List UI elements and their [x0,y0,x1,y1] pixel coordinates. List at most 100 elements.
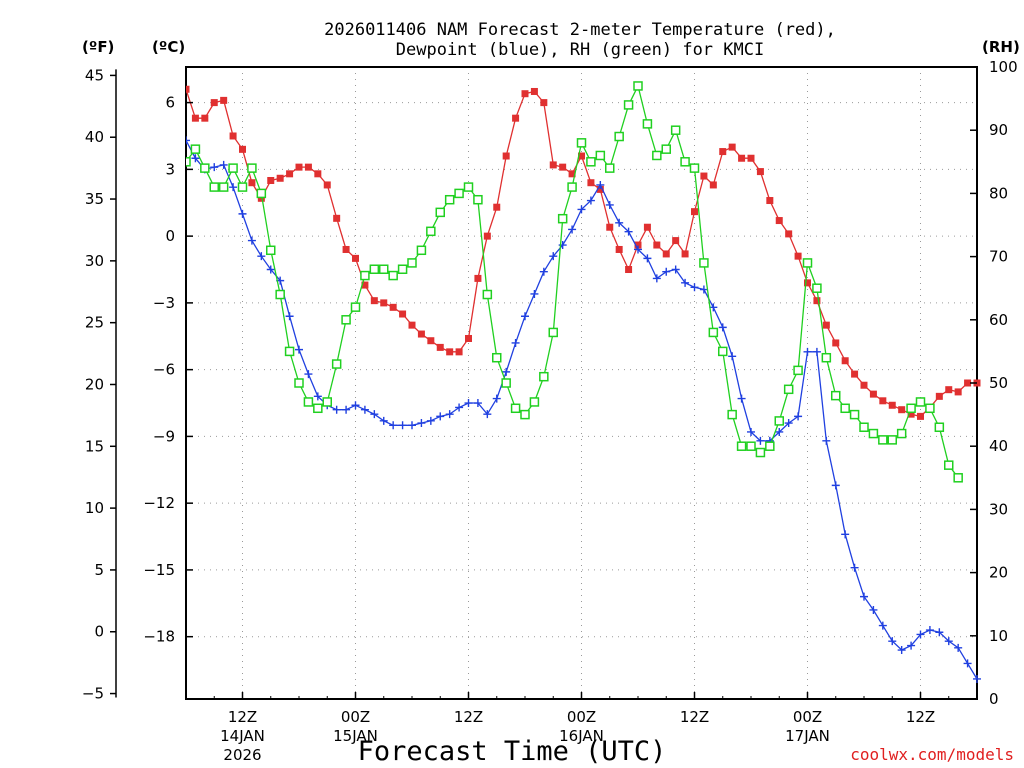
rh-point [567,182,577,192]
dewpoint-point [747,427,755,436]
dewpoint-point [681,278,690,287]
dewpoint-point [238,209,247,218]
dewpoint-point [954,643,963,652]
dewpoint-point [803,347,812,356]
rh-point [802,258,813,268]
temperature-point [860,381,868,389]
temperature-point [521,90,529,98]
temperature-point [248,179,256,187]
time-tick-label: 12Z [680,708,709,726]
dewpoint-point [897,646,906,655]
rh-point [482,289,493,300]
rh-point [360,270,370,281]
grid-lines [186,67,977,699]
rh-point [294,378,304,388]
dewpoint-point [860,592,868,601]
dewpoint-point [568,225,577,234]
temperature-point [267,176,275,184]
time-tick-label: 12Z [454,708,483,726]
dewpoint-point [210,163,219,172]
title-line-2: Dewpoint (blue), RH (green) for KMCI [396,40,764,60]
celsius-tick-label: −6 [153,361,175,379]
temperature-point [917,412,924,420]
rh-point [186,157,191,167]
dewpoint-point [586,196,595,205]
rh-point [557,213,568,224]
rh-point [313,403,323,414]
rh-tick-label: 0 [989,690,999,708]
rh-point [670,125,681,135]
temperature-point [662,250,670,258]
rh-point [840,403,850,414]
date-tick-label: 14JAN [220,727,265,745]
temperature-point [879,397,887,405]
dewpoint-point [699,285,708,294]
celsius-tick-label: −15 [143,561,175,579]
dewpoint-point [408,421,416,430]
plot-frame [185,66,978,700]
rh-tick-label: 60 [989,311,1008,329]
rh-point [605,163,615,173]
rh-point [925,403,935,414]
dewpoint-point [539,267,548,276]
rh-point [595,150,606,161]
temperature-point [775,217,783,225]
dewpoint-point [229,183,238,192]
rh-point [586,157,596,167]
rh-point [237,182,248,192]
rh-point [529,397,540,407]
rh-point [614,131,624,142]
rh-point [831,390,841,401]
fahrenheit-tick-label: 35 [85,190,104,208]
rh-point [303,397,314,407]
temperature-point [822,321,830,329]
dewpoint-point [784,419,793,428]
dewpoint-point [445,410,454,419]
dewpoint-point [436,412,445,421]
rh-point [247,163,257,173]
dewpoint-point [794,412,803,421]
dewpoint-point [247,236,256,245]
temperature-point [634,241,642,249]
dewpoint-point [370,410,379,419]
rh-tick-label: 10 [989,627,1008,645]
fahrenheit-tick-label: 5 [94,561,104,579]
dewpoint-point [351,401,360,410]
temperature-point [530,87,538,95]
rh-point [397,264,408,274]
temperature-point [964,379,972,387]
dewpoint-point [360,405,369,414]
rh-point [934,422,945,432]
dewpoint-point [812,347,821,356]
temperature-point [399,310,407,318]
rh-point [520,409,530,420]
rh-point [200,163,210,173]
temperature-point [596,185,604,193]
fahrenheit-tick-label: 40 [85,128,104,146]
dewpoint-point [379,416,388,425]
celsius-tick-label: 0 [165,227,175,245]
dewpoint-point [944,637,953,646]
dewpoint-point [935,628,944,637]
x-axis-label: Forecast Time (UTC) [358,736,667,767]
dewpoint-point [728,352,737,361]
celsius-tick-label: −3 [153,294,175,312]
rh-tick-label: 20 [989,564,1008,582]
rh-point [727,409,737,420]
rh-point [350,302,361,312]
dewpoint-point [426,416,435,425]
dewpoint-point [634,245,642,254]
title-line-1: 2026011406 NAM Forecast 2-meter Temperat… [324,20,836,40]
fahrenheit-tick-label: 10 [85,499,104,517]
dewpoint-point [398,421,407,430]
temperature-point [446,348,454,356]
rh-point [510,403,521,414]
temperature-point [851,370,859,378]
temperature-point [427,337,435,345]
temperature-point [389,303,397,311]
dewpoint-point [483,410,492,419]
rh-point [379,264,389,274]
dewpoint-point [266,265,275,274]
rh-tick-label: 50 [989,374,1008,392]
fahrenheit-tick-label: −5 [82,685,104,703]
